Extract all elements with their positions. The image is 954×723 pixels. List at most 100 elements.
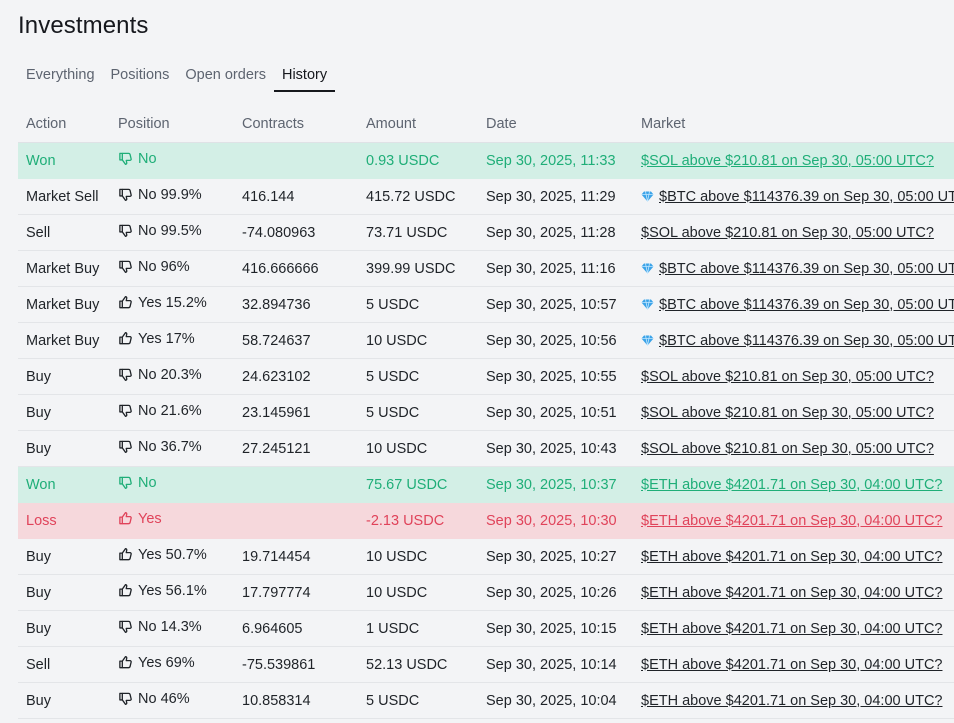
diamond-icon (641, 190, 654, 202)
action-cell: Market Buy (18, 322, 110, 359)
table-row[interactable]: Market Sell No 99.9% 416.144 415.72 USDC Sep… (18, 178, 954, 215)
table-row[interactable]: Won No 75.67 USDC Sep 30, 2025, 10:37 $ETH a… (18, 466, 954, 503)
amount-cell: 5 USDC (358, 394, 478, 431)
market-link[interactable]: $BTC above $114376.39 on Sep 30, 05:00 U… (659, 296, 954, 313)
table-row[interactable]: Buy No 21.6% 23.145961 5 USDC Sep 30, 2025, … (18, 394, 954, 431)
table-row[interactable]: Sell No 99.5% -74.080963 73.71 USDC Sep 30, … (18, 214, 954, 251)
position-label: Yes 15.2% (138, 294, 207, 311)
table-row[interactable]: Sell Yes 69% -75.539861 52.13 USDC Sep 30, 2… (18, 646, 954, 683)
tab-open-orders[interactable]: Open orders (185, 67, 266, 83)
amount-cell: 52.13 USDC (358, 646, 478, 683)
date-cell: Sep 30, 2025, 10:15 (478, 610, 633, 647)
date-cell: Sep 30, 2025, 10:04 (478, 682, 633, 719)
market-link[interactable]: $ETH above $4201.71 on Sep 30, 04:00 UTC… (641, 584, 943, 601)
thumbs-down-icon (118, 223, 133, 238)
tab-history[interactable]: History (273, 58, 336, 92)
contracts-cell: 23.145961 (234, 394, 358, 431)
amount-cell: 5 USDC (358, 358, 478, 395)
position-label: No (138, 474, 157, 491)
date-cell: Sep 30, 2025, 10:26 (478, 574, 633, 611)
table-row[interactable]: Won No 0.93 USDC Sep 30, 2025, 11:33 $SOL ab… (18, 142, 954, 179)
diamond-icon (641, 334, 654, 346)
contracts-cell: 416.666666 (234, 250, 358, 287)
column-header-contracts: Contracts (234, 106, 358, 143)
position-label: No 99.9% (138, 186, 202, 203)
market-link[interactable]: $BTC above $114376.39 on Sep 30, 05:00 U… (659, 188, 954, 205)
position-cell: No 46% (110, 682, 234, 719)
action-cell: Buy (18, 610, 110, 647)
market-cell: $BTC above $114376.39 on Sep 30, 05:00 U… (633, 178, 954, 215)
tab-positions[interactable]: Positions (110, 67, 170, 83)
position-label: No 36.7% (138, 438, 202, 455)
position-label: No 96% (138, 258, 190, 275)
market-cell: $BTC above $114376.39 on Sep 30, 05:00 U… (633, 322, 954, 359)
date-cell: Sep 30, 2025, 11:33 (478, 142, 633, 179)
table-row[interactable]: Market Buy No 96% 416.666666 399.99 USDC Sep… (18, 250, 954, 287)
table-row[interactable]: Buy No 46% 10.858314 5 USDC Sep 30, 2025, 10… (18, 682, 954, 719)
date-cell: Sep 30, 2025, 10:14 (478, 646, 633, 683)
date-cell: Sep 30, 2025, 10:56 (478, 322, 633, 359)
amount-cell: 73.71 USDC (358, 214, 478, 251)
contracts-cell: 24.623102 (234, 358, 358, 395)
table-row[interactable]: Market Buy Yes 17% 58.724637 10 USDC Sep 30,… (18, 322, 954, 359)
market-cell: $SOL above $210.81 on Sep 30, 05:00 UTC? (633, 430, 954, 467)
market-link[interactable]: $SOL above $210.81 on Sep 30, 05:00 UTC? (641, 368, 934, 385)
table-row[interactable]: Buy No 14.3% 6.964605 1 USDC Sep 30, 2025, 1… (18, 610, 954, 647)
position-cell: Yes 15.2% (110, 286, 234, 323)
thumbs-down-icon (118, 367, 133, 382)
market-link[interactable]: $ETH above $4201.71 on Sep 30, 04:00 UTC… (641, 512, 943, 529)
table-row[interactable]: Buy Yes 50.7% 19.714454 10 USDC Sep 30, 2025… (18, 538, 954, 575)
market-link[interactable]: $ETH above $4201.71 on Sep 30, 04:00 UTC… (641, 692, 943, 709)
page-title: Investments (18, 12, 149, 39)
thumbs-up-icon (118, 295, 133, 310)
date-cell: Sep 30, 2025, 10:55 (478, 358, 633, 395)
tab-everything[interactable]: Everything (26, 67, 95, 83)
market-link[interactable]: $ETH above $4201.71 on Sep 30, 04:00 UTC… (641, 476, 943, 493)
action-cell: Market Sell (18, 178, 110, 215)
action-cell: Buy (18, 430, 110, 467)
column-header-action: Action (18, 106, 110, 143)
market-link[interactable]: $BTC above $114376.39 on Sep 30, 05:00 U… (659, 260, 954, 277)
market-link[interactable]: $ETH above $4201.71 on Sep 30, 04:00 UTC… (641, 620, 943, 637)
thumbs-up-icon (118, 583, 133, 598)
amount-cell: -2.13 USDC (358, 502, 478, 539)
date-cell: Sep 30, 2025, 11:28 (478, 214, 633, 251)
market-link[interactable]: $SOL above $210.81 on Sep 30, 05:00 UTC? (641, 404, 934, 421)
position-label: No 14.3% (138, 618, 202, 635)
date-cell: Sep 30, 2025, 10:43 (478, 430, 633, 467)
diamond-icon (641, 262, 654, 274)
position-label: No 46% (138, 690, 190, 707)
table-row[interactable]: Buy No 20.3% 24.623102 5 USDC Sep 30, 2025, … (18, 358, 954, 395)
market-link[interactable]: $SOL above $210.81 on Sep 30, 05:00 UTC? (641, 224, 934, 241)
position-cell: No (110, 466, 234, 503)
position-cell: No 96% (110, 250, 234, 287)
table-row[interactable]: Market Buy Yes 15.2% 32.894736 5 USDC Sep 30… (18, 286, 954, 323)
column-header-date: Date (478, 106, 633, 143)
position-label: Yes (138, 510, 162, 527)
contracts-cell: 32.894736 (234, 286, 358, 323)
position-cell: Yes 17% (110, 322, 234, 359)
contracts-cell: 58.724637 (234, 322, 358, 359)
thumbs-down-icon (118, 187, 133, 202)
market-link[interactable]: $BTC above $114376.39 on Sep 30, 05:00 U… (659, 332, 954, 349)
market-link[interactable]: $SOL above $210.81 on Sep 30, 05:00 UTC? (641, 152, 934, 169)
market-cell: $SOL above $210.81 on Sep 30, 05:00 UTC? (633, 214, 954, 251)
action-cell: Buy (18, 538, 110, 575)
date-cell: Sep 30, 2025, 10:51 (478, 394, 633, 431)
market-link[interactable]: $SOL above $210.81 on Sep 30, 05:00 UTC? (641, 440, 934, 457)
action-cell: Buy (18, 574, 110, 611)
table-row[interactable]: Buy No 36.7% 27.245121 10 USDC Sep 30, 2025,… (18, 430, 954, 467)
table-row[interactable]: Buy Yes 56.1% 17.797774 10 USDC Sep 30, 2025… (18, 574, 954, 611)
table-row[interactable]: Loss Yes -2.13 USDC Sep 30, 2025, 10:30 $ETH… (18, 502, 954, 539)
history-table: Action Position Contracts Amount Date Ma… (18, 106, 954, 719)
contracts-cell: -75.539861 (234, 646, 358, 683)
amount-cell: 10 USDC (358, 574, 478, 611)
action-cell: Market Buy (18, 286, 110, 323)
position-cell: No 99.5% (110, 214, 234, 251)
amount-cell: 75.67 USDC (358, 466, 478, 503)
date-cell: Sep 30, 2025, 10:27 (478, 538, 633, 575)
market-link[interactable]: $ETH above $4201.71 on Sep 30, 04:00 UTC… (641, 656, 943, 673)
market-cell: $ETH above $4201.71 on Sep 30, 04:00 UTC… (633, 646, 954, 683)
position-label: No 99.5% (138, 222, 202, 239)
market-link[interactable]: $ETH above $4201.71 on Sep 30, 04:00 UTC… (641, 548, 943, 565)
